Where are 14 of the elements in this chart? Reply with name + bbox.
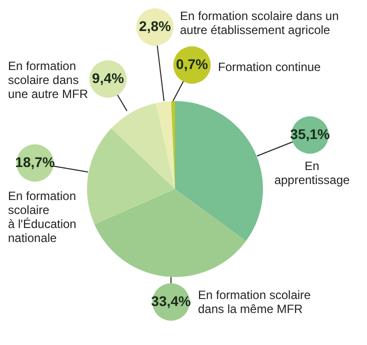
slice-label: En formation scolaire dans la même MFR [198, 288, 312, 316]
slice-label: En formation scolaire à l'Éducation nationale [8, 189, 76, 245]
slice-label: En formation scolaire dans un autre établissement agricole [180, 9, 339, 37]
pie-slice [87, 128, 175, 224]
pie-slice [94, 189, 246, 277]
data-label: 2,8% [139, 18, 172, 34]
slice-label: En formation scolaire dans une autre MFR [8, 59, 88, 101]
data-label: 9,4% [92, 70, 124, 86]
slice-label: En apprentissage [274, 159, 350, 187]
pie-slice [111, 103, 175, 189]
pie-slice [175, 101, 263, 242]
pie-slice [156, 101, 175, 189]
slice-label: Formation continue [218, 60, 322, 74]
data-label: 0,7% [176, 56, 208, 72]
